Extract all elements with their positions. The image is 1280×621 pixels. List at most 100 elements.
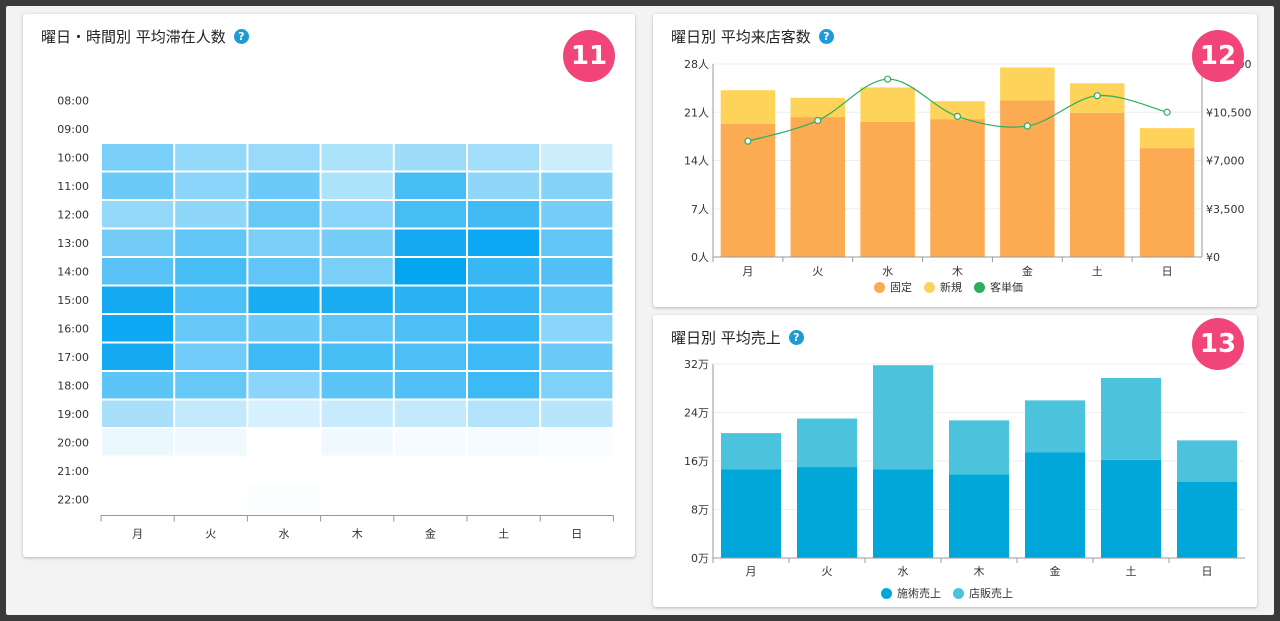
visitors-title: 曜日別 平均来店客数 xyxy=(671,28,811,46)
x-tick-label: 土 xyxy=(498,528,509,541)
heatmap-cell xyxy=(248,229,320,256)
sales-legend: 施術売上 店販売上 xyxy=(881,585,1013,601)
heatmap-cell xyxy=(394,400,466,427)
help-icon[interactable]: ? xyxy=(788,330,804,345)
sales-card-header: 曜日別 平均売上 ? xyxy=(671,327,804,348)
legend-item-treatment-sales[interactable]: 施術売上 xyxy=(881,585,941,601)
y-tick-label: 12:00 xyxy=(57,208,89,221)
x-tick-label: 木 xyxy=(952,265,963,278)
legend-item-unit-price[interactable]: 客単価 xyxy=(974,279,1023,295)
section-number-badge: 12 xyxy=(1192,30,1244,82)
heatmap-cell xyxy=(541,144,613,171)
heatmap-cell xyxy=(175,315,247,342)
heatmap-cell xyxy=(248,372,320,399)
heatmap-cell xyxy=(321,400,393,427)
y-tick-label: 20:00 xyxy=(57,436,89,449)
heatmap-cell xyxy=(102,286,174,313)
heatmap-cell xyxy=(468,315,540,342)
heatmap-cell xyxy=(248,201,320,228)
help-icon[interactable]: ? xyxy=(818,29,834,44)
heatmap-card-header: 曜日・時間別 平均滞在人数 ? xyxy=(41,26,249,47)
y-tick-label: 14人 xyxy=(684,155,709,168)
heatmap-cell xyxy=(248,343,320,370)
heatmap-cell xyxy=(394,144,466,171)
x-tick-label: 月 xyxy=(132,528,143,541)
legend-label: 固定 xyxy=(890,281,912,294)
x-tick-label: 日 xyxy=(1202,565,1213,578)
y2-tick-label: ¥10,500 xyxy=(1206,106,1252,119)
visitors-card: 曜日別 平均来店客数 ? 0人 7人 14人 21人 28人 ¥0 ¥3,500 ¥7,000… xyxy=(653,14,1257,307)
heatmap-cell xyxy=(321,144,393,171)
heatmap-card: 曜日・時間別 平均滞在人数 ? 11 08:00 09:00 10:00 11:00 1… xyxy=(23,14,635,557)
visitors-chart: 0人7人14人21人28人¥0¥3,500¥7,000¥10,500¥14,00… xyxy=(684,58,1252,278)
heatmap-cell xyxy=(541,429,613,456)
heatmap-cell xyxy=(468,258,540,285)
bar-fixed xyxy=(720,123,776,257)
heatmap-cell xyxy=(175,286,247,313)
bar-treatment-sales xyxy=(720,469,782,558)
bar-fixed xyxy=(1069,112,1125,257)
y-tick-label: 7人 xyxy=(691,203,709,216)
heatmap-cell xyxy=(102,372,174,399)
y-tick-label: 17:00 xyxy=(57,351,89,364)
heatmap-cell xyxy=(321,258,393,285)
x-tick-label: 金 xyxy=(1050,564,1061,578)
heatmap-cell xyxy=(394,429,466,456)
heatmap-cell xyxy=(394,343,466,370)
heatmap-cell xyxy=(541,172,613,199)
y-tick-label: 24万 xyxy=(684,407,709,420)
point-unit-price xyxy=(1093,92,1101,100)
x-tick-label: 木 xyxy=(974,565,985,578)
bar-treatment-sales xyxy=(1100,459,1162,558)
legend-label: 客単価 xyxy=(990,281,1023,294)
heatmap-cell xyxy=(321,229,393,256)
heatmap-cell xyxy=(541,229,613,256)
x-tick-label: 土 xyxy=(1092,265,1103,278)
visitors-legend: 固定 新規 客単価 xyxy=(874,279,1023,295)
y-tick-label: 10:00 xyxy=(57,151,89,164)
heatmap-chart: 08:00 09:00 10:00 11:00 12:00 13:00 14:00 15:00… xyxy=(57,94,614,541)
legend-swatch xyxy=(974,281,985,293)
heatmap-cell xyxy=(321,343,393,370)
heatmap-cell xyxy=(394,258,466,285)
y-tick-label: 11:00 xyxy=(57,180,89,193)
y-tick-label: 0万 xyxy=(691,552,709,565)
point-unit-price xyxy=(814,116,822,125)
heatmap-cell xyxy=(541,372,613,399)
heatmap-cell xyxy=(468,429,540,456)
y-tick-label: 21:00 xyxy=(57,465,89,478)
bar-retail-sales xyxy=(720,433,782,470)
heatmap-cell xyxy=(175,229,247,256)
heatmap-cell xyxy=(541,315,613,342)
bar-treatment-sales xyxy=(1024,452,1086,558)
heatmap-cell xyxy=(175,429,247,456)
point-unit-price xyxy=(953,112,962,120)
heatmap-cell xyxy=(175,201,247,228)
legend-item-retail-sales[interactable]: 店販売上 xyxy=(953,585,1013,601)
legend-swatch xyxy=(953,587,964,599)
bar-new xyxy=(860,87,915,122)
x-tick-label: 木 xyxy=(352,528,363,541)
point-unit-price xyxy=(1023,122,1031,130)
y-tick-label: 13:00 xyxy=(57,237,89,250)
heatmap-cell xyxy=(102,201,174,228)
bar-retail-sales xyxy=(796,418,858,468)
legend-item-fixed[interactable]: 固定 xyxy=(874,279,912,295)
heatmap-cell xyxy=(248,286,320,313)
y-tick-label: 22:00 xyxy=(57,493,89,506)
heatmap-cell xyxy=(102,229,174,256)
bar-fixed xyxy=(1139,148,1195,257)
heatmap-cell xyxy=(175,343,247,370)
heatmap-cell xyxy=(102,400,174,427)
y-tick-label: 8万 xyxy=(691,504,709,517)
heatmap-cell xyxy=(321,172,393,199)
legend-item-new[interactable]: 新規 xyxy=(924,279,962,295)
heatmap-title: 曜日・時間別 平均滞在人数 xyxy=(41,28,226,46)
heatmap-cell xyxy=(468,372,540,399)
heatmap-cell xyxy=(394,286,466,313)
y-tick-label: 14:00 xyxy=(57,265,89,278)
heatmap-cell xyxy=(175,372,247,399)
help-icon[interactable]: ? xyxy=(233,29,249,44)
heatmap-cell xyxy=(468,201,540,228)
